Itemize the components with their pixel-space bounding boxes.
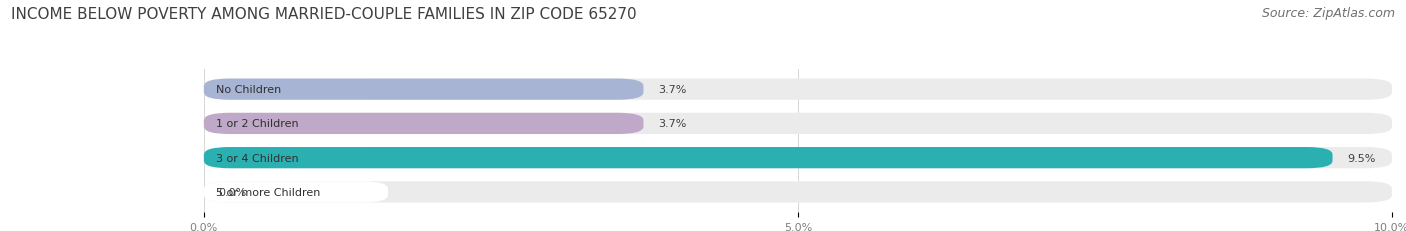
Text: 0.0%: 0.0% xyxy=(218,187,246,197)
FancyBboxPatch shape xyxy=(204,147,388,169)
FancyBboxPatch shape xyxy=(204,182,388,203)
FancyBboxPatch shape xyxy=(204,79,1392,100)
FancyBboxPatch shape xyxy=(204,182,1392,203)
Text: Source: ZipAtlas.com: Source: ZipAtlas.com xyxy=(1261,7,1395,20)
Text: INCOME BELOW POVERTY AMONG MARRIED-COUPLE FAMILIES IN ZIP CODE 65270: INCOME BELOW POVERTY AMONG MARRIED-COUPL… xyxy=(11,7,637,22)
FancyBboxPatch shape xyxy=(204,113,644,134)
FancyBboxPatch shape xyxy=(204,113,1392,134)
Text: 1 or 2 Children: 1 or 2 Children xyxy=(215,119,298,129)
FancyBboxPatch shape xyxy=(204,79,388,100)
Text: 9.5%: 9.5% xyxy=(1347,153,1375,163)
FancyBboxPatch shape xyxy=(204,147,1333,169)
Text: 5 or more Children: 5 or more Children xyxy=(215,187,321,197)
FancyBboxPatch shape xyxy=(204,147,1392,169)
FancyBboxPatch shape xyxy=(204,79,644,100)
Text: 3.7%: 3.7% xyxy=(658,85,686,95)
Text: 3.7%: 3.7% xyxy=(658,119,686,129)
Text: 3 or 4 Children: 3 or 4 Children xyxy=(215,153,298,163)
Text: No Children: No Children xyxy=(215,85,281,95)
FancyBboxPatch shape xyxy=(204,113,388,134)
